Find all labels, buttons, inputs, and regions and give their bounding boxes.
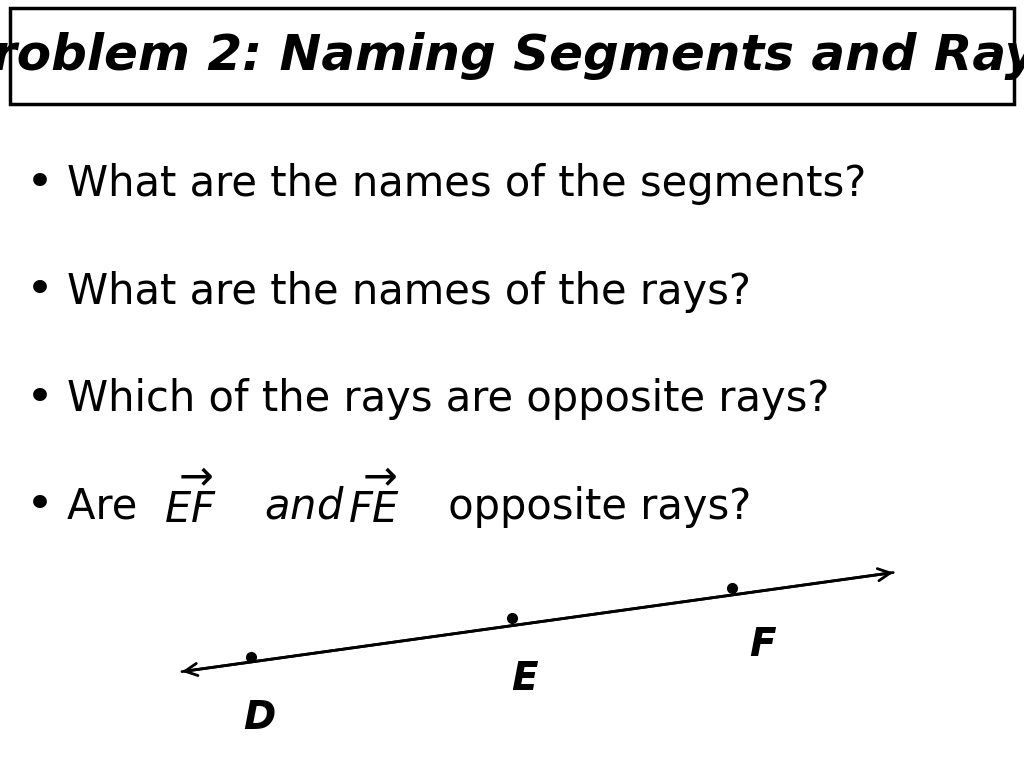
Text: •: •	[26, 270, 53, 314]
Text: opposite rays?: opposite rays?	[435, 486, 752, 528]
Text: What are the names of the segments?: What are the names of the segments?	[67, 164, 866, 205]
Text: E: E	[511, 660, 538, 698]
Text: F: F	[750, 626, 776, 664]
FancyBboxPatch shape	[10, 8, 1014, 104]
Text: $\overrightarrow{EF}$: $\overrightarrow{EF}$	[164, 474, 217, 532]
Text: Which of the rays are opposite rays?: Which of the rays are opposite rays?	[67, 379, 829, 420]
Text: Problem 2: Naming Segments and Rays: Problem 2: Naming Segments and Rays	[0, 31, 1024, 80]
Text: $and$: $and$	[251, 486, 345, 528]
Text: D: D	[243, 699, 275, 737]
Text: What are the names of the rays?: What are the names of the rays?	[67, 271, 751, 313]
Text: $\overrightarrow{FE}$: $\overrightarrow{FE}$	[348, 474, 400, 532]
Text: Are: Are	[67, 486, 151, 528]
Text: •: •	[26, 162, 53, 207]
Text: •: •	[26, 485, 53, 529]
Text: •: •	[26, 377, 53, 422]
